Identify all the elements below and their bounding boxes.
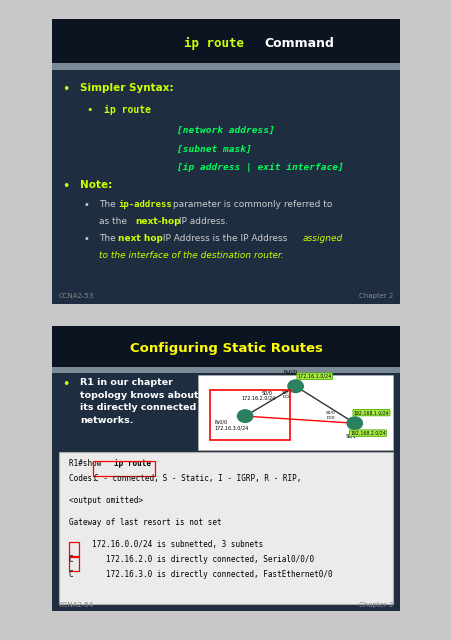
Circle shape <box>346 417 362 429</box>
Bar <box>52 367 399 372</box>
Text: Command: Command <box>264 36 333 50</box>
Bar <box>69 557 79 572</box>
Text: next hop: next hop <box>118 234 163 243</box>
Text: Chapter 2: Chapter 2 <box>358 602 392 609</box>
Text: IP Address is the IP Address: IP Address is the IP Address <box>160 234 290 243</box>
Bar <box>59 452 392 604</box>
Text: •: • <box>62 180 69 193</box>
Text: C       172.16.3.0 is directly connected, FastEthernet0/0: C 172.16.3.0 is directly connected, Fast… <box>69 570 332 579</box>
Text: C - connected,: C - connected, <box>94 474 159 483</box>
Text: Simpler Syntax:: Simpler Syntax: <box>80 83 173 93</box>
Text: 192.168.2.0/24: 192.168.2.0/24 <box>350 431 385 436</box>
Text: The: The <box>99 234 118 243</box>
Circle shape <box>287 380 303 392</box>
Text: ip route: ip route <box>104 105 151 115</box>
Text: The: The <box>99 200 118 209</box>
Text: [network address]: [network address] <box>177 126 274 135</box>
Text: Fa0/0: Fa0/0 <box>214 419 227 424</box>
Text: •: • <box>83 234 89 244</box>
Text: 192.168.1.0/24: 192.168.1.0/24 <box>353 410 388 415</box>
Bar <box>198 375 392 451</box>
Text: Codes:: Codes: <box>69 474 101 483</box>
Circle shape <box>237 410 252 422</box>
Text: C       172.16.2.0 is directly connected, Serial0/0/0: C 172.16.2.0 is directly connected, Seri… <box>69 555 314 564</box>
Text: parameter is commonly referred to: parameter is commonly referred to <box>170 200 332 209</box>
Text: 172.16.3.0/24: 172.16.3.0/24 <box>214 426 248 431</box>
Bar <box>52 19 399 63</box>
Text: •: • <box>62 378 69 390</box>
Text: R1#show: R1#show <box>69 459 106 468</box>
Text: <output omitted>: <output omitted> <box>69 496 143 505</box>
Text: CCNA2-54: CCNA2-54 <box>59 602 94 609</box>
Text: S0/0: S0/0 <box>261 390 272 395</box>
Text: to the interface of the destination router.: to the interface of the destination rout… <box>99 252 283 260</box>
Text: assigned: assigned <box>302 234 342 243</box>
Text: [subnet mask]: [subnet mask] <box>177 145 252 154</box>
Text: IP address.: IP address. <box>175 217 227 226</box>
Text: •: • <box>83 200 89 210</box>
Text: •: • <box>62 83 69 96</box>
Text: R1 in our chapter
topology knows about
its directly connected
networks.: R1 in our chapter topology knows about i… <box>80 378 198 425</box>
Text: as the: as the <box>99 217 129 226</box>
Text: S0/1
DCE: S0/1 DCE <box>281 390 291 399</box>
Text: 172.16.2.0/24: 172.16.2.0/24 <box>241 395 276 400</box>
Text: Fa0/0: Fa0/0 <box>283 369 297 374</box>
Bar <box>93 461 155 476</box>
Bar <box>52 326 399 368</box>
Text: Gateway of last resort is not set: Gateway of last resort is not set <box>69 518 221 527</box>
Text: 172.16.0.0/24 is subnetted, 3 subnets: 172.16.0.0/24 is subnetted, 3 subnets <box>69 540 263 548</box>
Text: Configuring Static Routes: Configuring Static Routes <box>129 342 322 355</box>
Text: ip-address: ip-address <box>118 200 171 209</box>
Text: S - Static, I - IGRP, R - RIP,: S - Static, I - IGRP, R - RIP, <box>158 474 301 483</box>
Text: ip route: ip route <box>184 36 244 50</box>
Text: next-hop: next-hop <box>135 217 180 226</box>
Bar <box>52 63 399 70</box>
Text: CCNA2-53: CCNA2-53 <box>59 293 94 299</box>
Text: S0/0
DCE: S0/0 DCE <box>326 412 335 420</box>
Text: ip route: ip route <box>114 459 151 468</box>
Bar <box>210 390 290 440</box>
Text: [ip address | exit interface]: [ip address | exit interface] <box>177 163 343 172</box>
Text: Chapter 2: Chapter 2 <box>358 293 392 299</box>
Text: •: • <box>87 105 93 115</box>
Text: Note:: Note: <box>80 180 112 190</box>
Bar <box>69 541 79 556</box>
Text: 172.16.1.0/24: 172.16.1.0/24 <box>297 374 331 379</box>
Text: S0/1: S0/1 <box>345 433 356 438</box>
